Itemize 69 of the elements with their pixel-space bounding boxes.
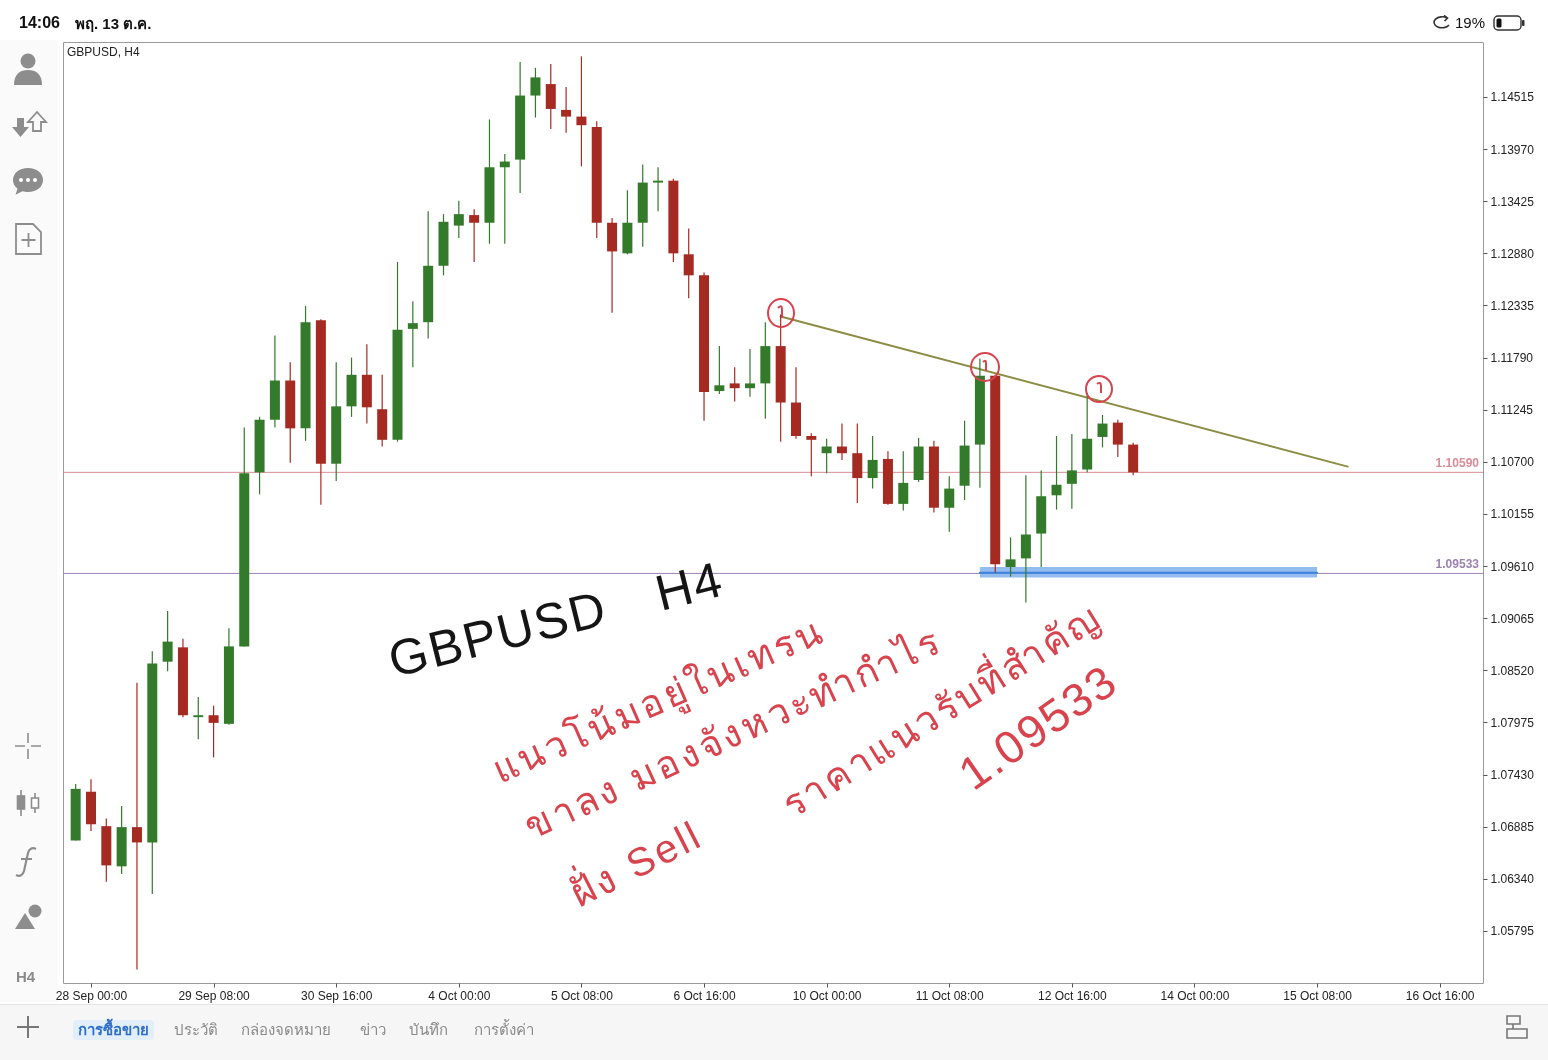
y-tick-label: 1.12880	[1490, 246, 1535, 261]
x-tick-label: 10 Oct 00:00	[792, 988, 862, 1003]
candlestick	[407, 300, 418, 368]
text: ประวัติ	[174, 1019, 218, 1040]
text: บันทึก	[409, 1019, 448, 1040]
y-tick-label: 1.06885	[1490, 820, 1535, 835]
y-tick-label: 1.12335	[1490, 298, 1535, 313]
candlestick	[729, 366, 740, 403]
ref-line-label: 1.10590	[1435, 456, 1480, 471]
text: 19%	[1455, 12, 1486, 33]
text: พฤ. 13 ต.ค.	[75, 13, 152, 34]
candlestick	[469, 208, 480, 263]
y-tick-label: 1.10155	[1490, 507, 1535, 522]
candlestick	[1020, 474, 1031, 603]
candlestick	[1005, 536, 1016, 578]
y-tick-label: 1.08520	[1490, 663, 1535, 678]
candlestick	[714, 345, 725, 395]
candlestick	[867, 435, 878, 490]
y-tick-label: 1.07975	[1490, 715, 1535, 730]
candlestick	[1112, 419, 1123, 458]
y-tick-label: 1.06340	[1490, 872, 1535, 887]
candlestick	[683, 227, 694, 299]
candlestick	[530, 67, 541, 119]
x-tick-label: 14 Oct 00:00	[1160, 988, 1230, 1003]
chart-title: GBPUSD, H4	[67, 45, 141, 59]
y-tick-label: 1.09610	[1490, 559, 1535, 574]
candlestick	[898, 450, 909, 512]
y-tick-label: 1.13970	[1490, 142, 1535, 157]
candlestick	[453, 200, 464, 239]
candlestick	[1097, 414, 1108, 449]
candlestick	[1051, 435, 1062, 511]
x-tick-label: 11 Oct 08:00	[915, 988, 984, 1003]
candlestick	[576, 55, 587, 167]
y-tick-label: 1.11245	[1490, 403, 1534, 418]
text: การซื้อขาย	[73, 1019, 154, 1040]
candlestick	[944, 475, 955, 533]
x-tick-label: 28 Sep 00:00	[55, 988, 128, 1003]
y-tick-label: 1.10700	[1490, 455, 1535, 470]
candlestick	[208, 705, 219, 758]
text: การตั้งค่า	[474, 1019, 534, 1040]
candlestick	[131, 682, 142, 971]
candlestick	[193, 696, 204, 740]
x-tick-label: 4 Oct 00:00	[428, 988, 491, 1003]
x-tick-label: 30 Sep 16:00	[301, 988, 373, 1003]
text: ข่าว	[360, 1019, 386, 1040]
x-tick-label: 5 Oct 08:00	[550, 988, 614, 1003]
ref-line-label: 1.09533	[1435, 557, 1480, 572]
candlestick	[653, 166, 664, 212]
y-tick-label: 1.09065	[1490, 611, 1535, 626]
text: 14:06	[19, 13, 60, 34]
candlestick	[806, 432, 817, 477]
x-tick-label: 12 Oct 16:00	[1038, 988, 1108, 1003]
y-tick-label: 1.14515	[1490, 90, 1535, 105]
y-tick-label: 1.07430	[1490, 768, 1535, 783]
x-tick-label: 29 Sep 08:00	[178, 988, 251, 1003]
candlestick	[561, 86, 572, 134]
x-tick-label: 16 Oct 16:00	[1405, 988, 1475, 1003]
candlestick	[1066, 433, 1077, 510]
candlestick	[162, 610, 173, 672]
x-tick-label: 15 Oct 08:00	[1283, 988, 1353, 1003]
candlestick	[821, 438, 832, 474]
y-tick-label: 1.13425	[1490, 194, 1535, 209]
candlestick	[836, 422, 847, 461]
candlestick	[745, 348, 756, 398]
y-tick-label: 1.11790	[1490, 351, 1534, 366]
x-tick-label: 6 Oct 16:00	[673, 988, 736, 1003]
text: กล่องจดหมาย	[241, 1019, 331, 1040]
text: H4	[16, 966, 36, 987]
y-tick-label: 1.05795	[1490, 924, 1535, 939]
